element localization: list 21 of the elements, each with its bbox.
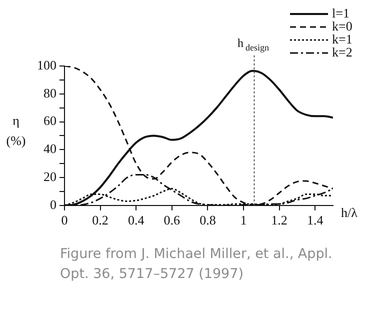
y-tick-label: 100: [37, 57, 56, 72]
y-tick-label: 60: [44, 113, 56, 128]
legend-label: l=1: [332, 5, 350, 20]
x-tick-label: 0.4: [128, 212, 145, 228]
text: Figure from J. Michael Miller, et al., Appl. Opt. 36, 5717–5727 (1997): [60, 245, 334, 284]
x-tick-label: 1: [240, 212, 247, 228]
legend-label: k=2: [332, 44, 352, 60]
legend-label: k=1: [332, 31, 352, 46]
x-tick-label: 1.2: [271, 212, 288, 228]
x-tick-label: 0: [61, 212, 68, 228]
y-tick-label: 40: [44, 141, 56, 156]
y-axis-title: η (%): [6, 113, 26, 148]
x-tick-label: 1.4: [306, 212, 324, 228]
y-tick-label: 0: [50, 196, 56, 212]
x-tick-label: 0.8: [200, 212, 216, 228]
x-axis-title: h/λ: [341, 204, 358, 220]
x-tick-label: 0.6: [164, 212, 181, 228]
x-tick-label: 0.2: [92, 212, 108, 228]
y-tick-label: 20: [44, 168, 56, 184]
y-tick-label: 80: [44, 85, 56, 100]
legend-label: k=0: [332, 18, 352, 34]
